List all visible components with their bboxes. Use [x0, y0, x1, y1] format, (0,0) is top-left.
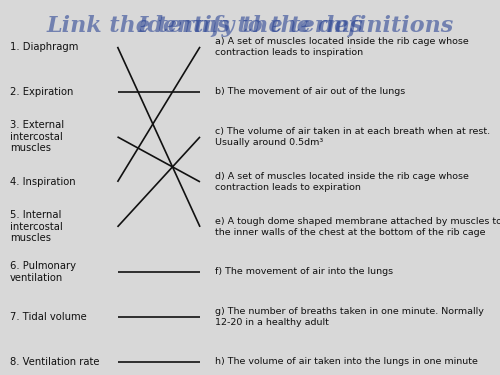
Text: 8. Ventilation rate: 8. Ventilation rate: [10, 357, 100, 367]
Text: Identify the terms: Identify the terms: [137, 15, 363, 37]
Text: 7. Tidal volume: 7. Tidal volume: [10, 312, 87, 322]
Text: e) A tough dome shaped membrane attached by muscles to
the inner walls of the ch: e) A tough dome shaped membrane attached…: [215, 217, 500, 237]
Text: 5. Internal
intercostal
muscles: 5. Internal intercostal muscles: [10, 210, 63, 243]
Text: g) The number of breaths taken in one minute. Normally
12-20 in a healthy adult: g) The number of breaths taken in one mi…: [215, 307, 484, 327]
Text: Link the terms to the definitions: Link the terms to the definitions: [46, 15, 454, 37]
Text: b) The movement of air out of the lungs: b) The movement of air out of the lungs: [215, 87, 405, 96]
Text: h) The volume of air taken into the lungs in one minute: h) The volume of air taken into the lung…: [215, 357, 478, 366]
Text: f) The movement of air into the lungs: f) The movement of air into the lungs: [215, 267, 393, 276]
Text: 1. Diaphragm: 1. Diaphragm: [10, 42, 78, 52]
Text: 4. Inspiration: 4. Inspiration: [10, 177, 76, 187]
Text: 6. Pulmonary
ventilation: 6. Pulmonary ventilation: [10, 261, 76, 283]
Text: 2. Expiration: 2. Expiration: [10, 87, 74, 97]
Text: a) A set of muscles located inside the rib cage whose
contraction leads to inspi: a) A set of muscles located inside the r…: [215, 37, 469, 57]
Text: d) A set of muscles located inside the rib cage whose
contraction leads to expir: d) A set of muscles located inside the r…: [215, 172, 469, 192]
Text: c) The volume of air taken in at each breath when at rest.
Usually around 0.5dm³: c) The volume of air taken in at each br…: [215, 127, 490, 147]
Text: 3. External
intercostal
muscles: 3. External intercostal muscles: [10, 120, 64, 153]
